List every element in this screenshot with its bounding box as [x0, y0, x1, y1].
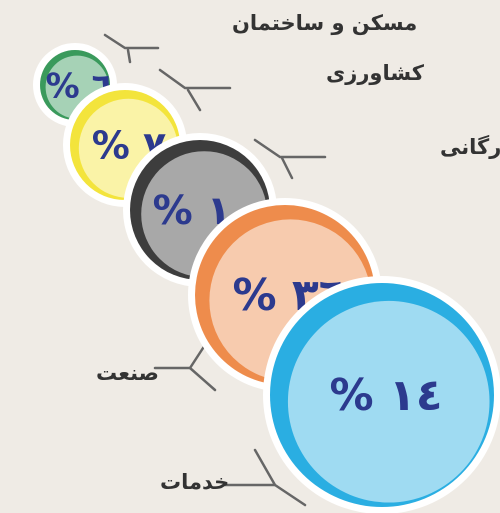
leader-line [253, 138, 327, 159]
leader-line [126, 48, 132, 64]
leader-line [153, 343, 207, 370]
leader-line [280, 156, 294, 180]
leader-line [186, 88, 202, 112]
category-label: صنعت [96, 361, 159, 385]
bubble-inner [287, 300, 490, 503]
leader-line [273, 483, 307, 507]
value-label: % ١٤ [329, 370, 442, 421]
leader-line [188, 366, 217, 392]
leader-line [158, 68, 232, 90]
category-label: خدمات [160, 470, 229, 494]
category-label: مسکن و ساختمان [232, 11, 417, 35]
leader-line [223, 448, 278, 487]
category-label: بازرگانی [440, 134, 500, 159]
leader-line [103, 33, 160, 50]
category-label: کشاورزی [326, 61, 425, 85]
leader-lines [103, 33, 327, 507]
